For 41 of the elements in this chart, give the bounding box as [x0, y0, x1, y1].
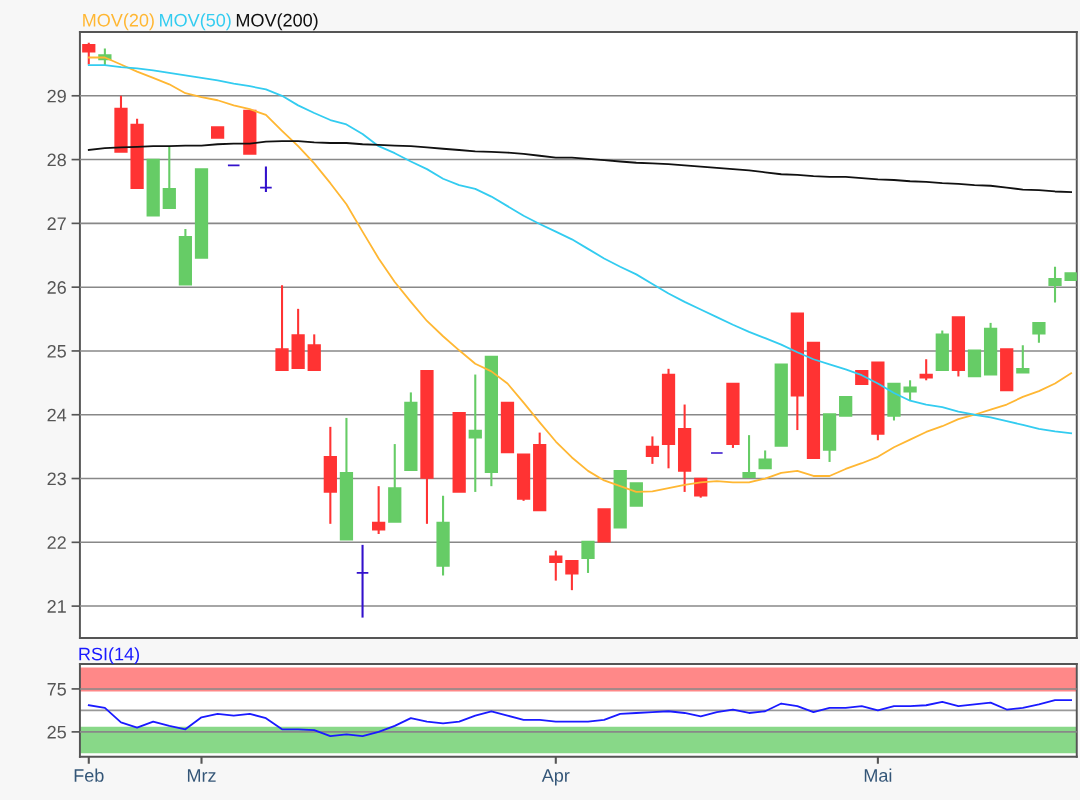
series-label: MOV(20) [83, 13, 154, 31]
text: MOV(200) [236, 13, 318, 31]
y-tick-label: 27 [47, 217, 66, 230]
y-tick-label: 23 [47, 472, 66, 486]
candlestick [275, 284, 289, 372]
candlestick [549, 549, 563, 582]
candlestick [645, 435, 660, 465]
candlestick [372, 485, 386, 536]
y-tick-label: 22 [47, 536, 66, 549]
y-tick-label: 29 [47, 89, 66, 103]
candlestick [355, 543, 370, 619]
line-series [87, 64, 1073, 435]
line-series [87, 699, 1073, 738]
candlestick [839, 396, 853, 417]
y-tick-label: 26 [47, 281, 66, 294]
candlestick [565, 559, 579, 592]
candlestick [742, 434, 756, 479]
x-tick-label: Apr [541, 769, 570, 786]
chart-title: RSI(14) [79, 647, 140, 664]
candlestick [82, 41, 96, 66]
x-tick-label: Mrz [187, 769, 216, 782]
candlestick [919, 358, 933, 382]
y-tick-label: 25 [47, 725, 66, 739]
x-tick-label: Feb [74, 768, 104, 782]
y-tick-label: 21 [47, 600, 66, 613]
y-tick-label: 25 [47, 344, 66, 358]
candlestick [259, 165, 273, 194]
candlestick [468, 373, 482, 493]
y-tick-label: 75 [47, 683, 66, 696]
candlestick [581, 540, 595, 574]
text: MOV(50) [160, 13, 231, 31]
candlestick [162, 145, 176, 210]
y-tick-label: 24 [47, 408, 67, 422]
y-tick-label: 28 [47, 153, 66, 167]
candlestick [1032, 321, 1046, 344]
line-series [87, 56, 1073, 493]
line-series [87, 140, 1073, 194]
x-tick-label: Mai [864, 768, 892, 782]
candlestick [903, 379, 917, 402]
candlestick [1016, 344, 1030, 374]
candlestick [1048, 265, 1062, 304]
